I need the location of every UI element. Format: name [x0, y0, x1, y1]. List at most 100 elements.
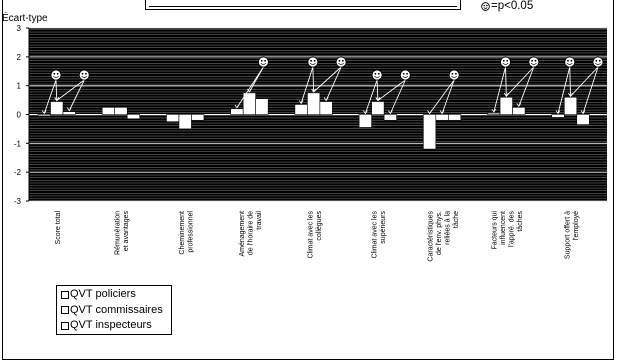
smiley-eye	[402, 72, 405, 75]
smiley-eye	[313, 59, 316, 62]
y-tick-label: -2	[14, 168, 22, 177]
significance-connector	[56, 79, 85, 101]
bar	[37, 114, 51, 117]
significance-connector	[43, 79, 57, 114]
smiley-eye	[81, 72, 84, 75]
significance-arrowhead	[503, 92, 509, 97]
bar	[448, 114, 462, 121]
category-label: reliées à la	[444, 211, 451, 245]
significance-arrowhead	[516, 103, 522, 108]
significance-note: =p<0.05	[481, 0, 533, 12]
title-box	[145, 0, 461, 10]
smiley-eye	[338, 59, 341, 62]
smiley-mouth	[374, 75, 380, 78]
significance-arrowhead	[568, 92, 573, 97]
significance-connector	[376, 79, 379, 101]
category-label: Aménagement	[239, 211, 246, 257]
legend-item-commissaires: QVT commissaires	[61, 303, 171, 319]
smiley-eye	[598, 59, 601, 62]
smiley-mouth	[595, 62, 601, 65]
smiley-mouth	[260, 62, 267, 65]
smiley-marker	[50, 69, 62, 81]
smiley-marker	[399, 69, 411, 81]
y-tick-label: 0	[17, 111, 22, 120]
bar	[358, 114, 372, 128]
significance-connector	[364, 79, 378, 114]
significance-connector	[325, 66, 342, 101]
category-label: collègues	[316, 211, 323, 241]
legend-item-policiers: QVT policiers	[61, 287, 171, 303]
bar	[499, 96, 513, 115]
smiley-eye	[341, 59, 344, 62]
y-tick-label: -3	[14, 197, 22, 206]
smiley-marker	[564, 56, 576, 68]
bar	[294, 104, 308, 115]
legend-swatch	[61, 306, 69, 315]
smiley-marker	[448, 69, 460, 81]
smiley-mouth	[451, 75, 457, 78]
significance-connector	[313, 66, 342, 93]
bar	[166, 114, 180, 123]
significance-connector	[505, 66, 507, 97]
smiley-mouth	[338, 62, 344, 65]
significance-connector	[570, 66, 599, 97]
significance-connector	[582, 66, 599, 114]
significance-arrowhead	[54, 97, 60, 102]
smiley-mouth	[502, 62, 509, 65]
category-label: Score total	[55, 211, 62, 245]
legend-label: QVT policiers	[70, 288, 136, 300]
smiley-eye	[377, 72, 380, 75]
category-label: de l'horaire de	[247, 211, 254, 255]
smiley-marker	[500, 56, 511, 68]
category-label: l'appré. des	[509, 211, 516, 247]
smiley-mouth	[53, 75, 59, 78]
significance-arrowhead	[41, 110, 47, 115]
bar	[101, 106, 116, 115]
smiley-marker	[528, 56, 540, 68]
category-label: Climat avec les	[307, 211, 314, 259]
legend: QVT policiers QVT commissaires QVT inspe…	[56, 285, 172, 335]
bar	[191, 114, 205, 121]
bar	[255, 98, 269, 115]
significance-arrowhead	[580, 110, 586, 115]
category-label: de l'env. phys.	[436, 211, 443, 255]
legend-swatch	[61, 290, 69, 299]
significance-arrowhead	[66, 107, 72, 112]
smiley-eye	[567, 59, 569, 62]
y-tick-label: -1	[14, 139, 22, 148]
category-label: professionnel	[187, 211, 194, 253]
significance-arrowhead	[427, 110, 432, 115]
significance-arrowhead	[311, 88, 316, 93]
legend-label: QVT commissaires	[70, 303, 163, 316]
category-label: tâche	[453, 211, 460, 228]
category-label: Cheminement	[179, 211, 186, 255]
bar	[487, 112, 501, 115]
smiley-mouth	[402, 75, 409, 78]
significance-connector	[312, 66, 315, 92]
smiley-marker	[371, 69, 383, 81]
category-label: Caractéristiques	[427, 211, 434, 262]
bar	[371, 101, 385, 115]
significance-connector	[68, 79, 85, 111]
bar	[62, 111, 76, 115]
smiley-eye	[53, 72, 56, 75]
significance-connector	[429, 79, 455, 114]
bar	[178, 114, 192, 130]
bar	[319, 101, 333, 115]
significance-arrowhead	[439, 110, 445, 115]
smiley-eye	[85, 72, 87, 75]
smiley-marker	[335, 56, 347, 68]
legend-item-inspecteurs: QVT inspecteurs	[61, 318, 171, 334]
significance-arrowhead	[298, 100, 304, 105]
legend-label: QVT inspecteurs	[70, 319, 152, 331]
significance-connector	[389, 79, 406, 114]
bar	[423, 114, 437, 150]
category-label: travail	[256, 211, 263, 230]
significance-note-text: =p<0.05	[491, 0, 534, 12]
significance-connector	[493, 66, 506, 113]
smiley-eye	[406, 72, 408, 75]
significance-connector	[236, 66, 264, 108]
y-tick-label: 2	[17, 53, 22, 62]
significance-arrowhead	[247, 88, 252, 93]
